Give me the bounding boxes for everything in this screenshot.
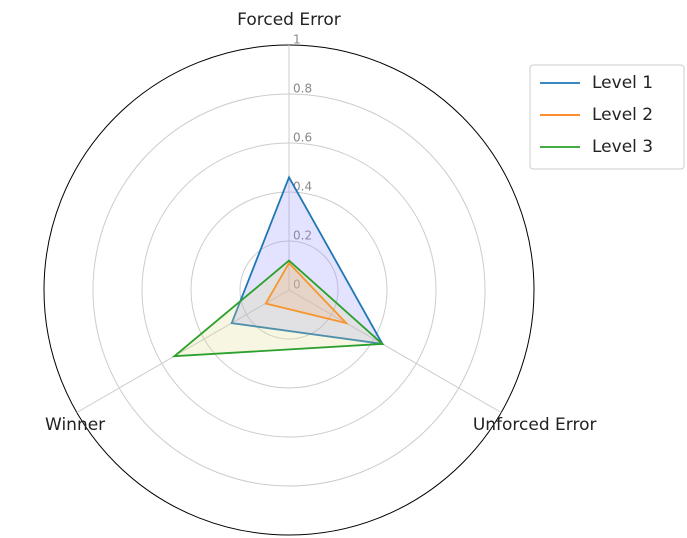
- legend-label: Level 3: [592, 137, 653, 157]
- category-label: Unforced Error: [473, 415, 597, 435]
- legend-label: Level 2: [592, 105, 653, 125]
- tick-label: 1: [293, 33, 301, 47]
- tick-label: 0.4: [293, 180, 312, 194]
- category-label: Winner: [45, 415, 105, 435]
- tick-label: 0.6: [293, 131, 312, 145]
- legend-label: Level 1: [592, 73, 653, 93]
- tick-label: 0: [293, 278, 301, 292]
- series-area: [171, 259, 385, 358]
- tick-label: 0.2: [293, 229, 312, 243]
- spoke: [288, 289, 502, 413]
- series-area: [264, 261, 350, 325]
- legend-box: [529, 64, 685, 170]
- category-label: Forced Error: [237, 10, 341, 30]
- tick-label: 0.8: [293, 82, 312, 96]
- series-area: [230, 175, 385, 346]
- spoke: [76, 289, 290, 413]
